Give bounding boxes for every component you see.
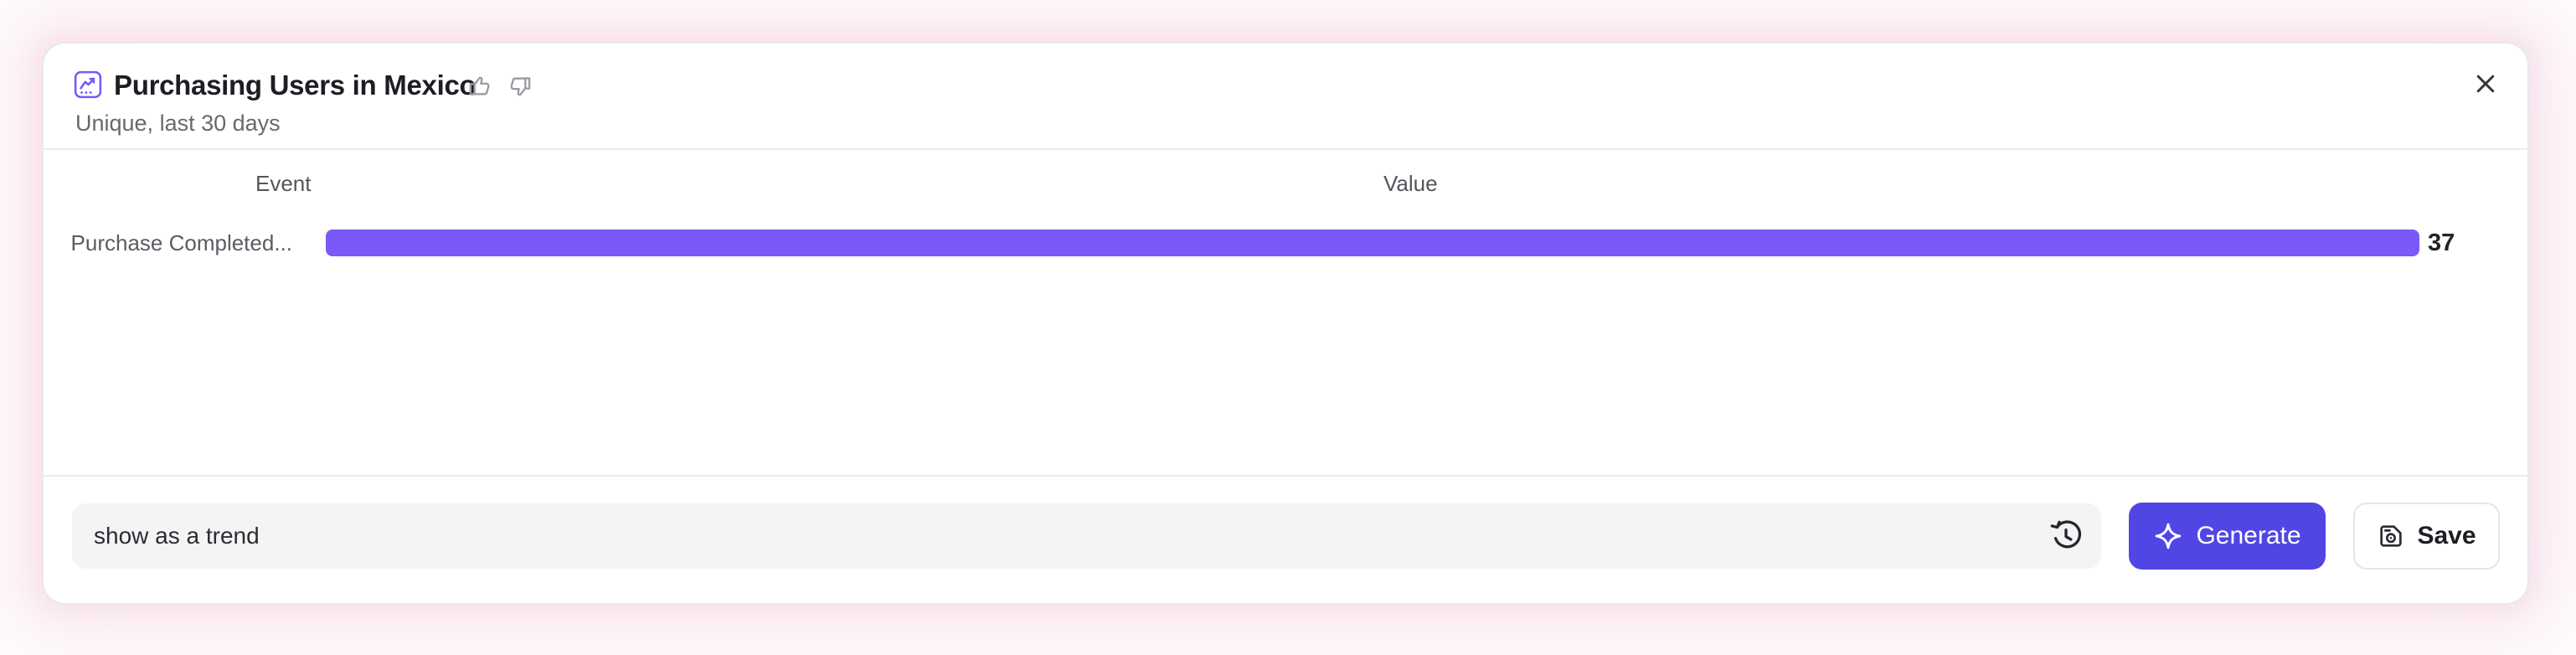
chart-subtitle: Unique, last 30 days: [75, 111, 281, 136]
thumbs-down-icon[interactable]: [507, 72, 535, 101]
thumbs-up-icon[interactable]: [465, 72, 493, 101]
save-button-label: Save: [2417, 522, 2476, 549]
feedback-buttons: [465, 72, 535, 101]
save-button[interactable]: Save: [2353, 503, 2500, 570]
save-icon: [2377, 522, 2405, 550]
bar-purchase-completed[interactable]: [326, 230, 2419, 256]
insights-chart-icon: [74, 70, 102, 99]
sparkle-icon: [2153, 521, 2183, 551]
event-label: Purchase Completed...: [70, 230, 292, 255]
header-divider: [44, 148, 2527, 150]
close-icon[interactable]: [2469, 67, 2502, 101]
prompt-field-wrap: [72, 503, 2101, 569]
column-header-event: Event: [255, 171, 312, 196]
metric-card: Purchasing Users in Mexico Unique, last …: [42, 42, 2529, 605]
footer-divider: [44, 475, 2527, 477]
column-header-value: Value: [1383, 171, 1438, 196]
generate-button[interactable]: Generate: [2129, 503, 2326, 570]
history-icon[interactable]: [2048, 518, 2084, 554]
prompt-input[interactable]: [72, 503, 2101, 569]
table-row: Purchase Completed... 37: [44, 228, 2527, 258]
page-title: Purchasing Users in Mexico: [114, 70, 477, 101]
generate-button-label: Generate: [2196, 522, 2301, 549]
bar-value: 37: [2428, 230, 2455, 256]
prompt-footer: Generate Save: [72, 503, 2500, 570]
